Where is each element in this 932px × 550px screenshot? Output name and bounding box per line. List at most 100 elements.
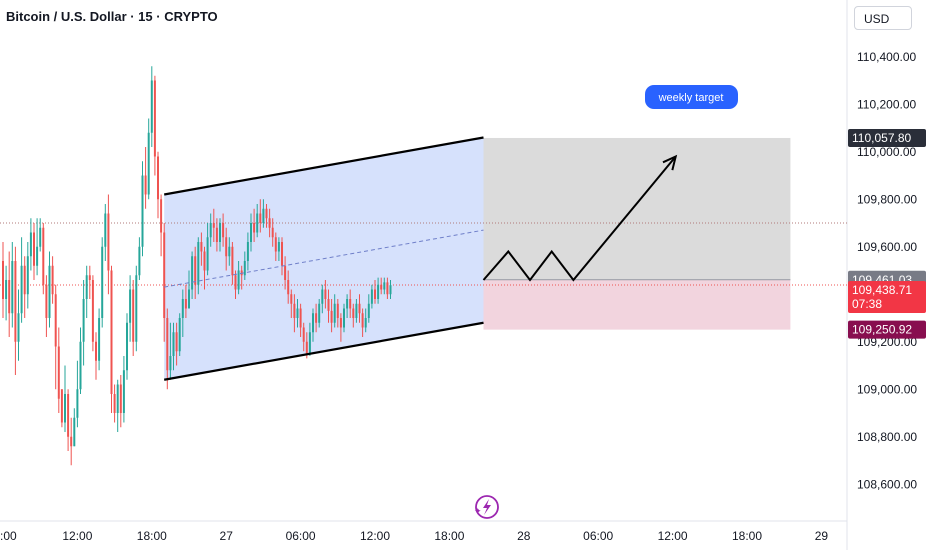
candle-body (299, 308, 302, 328)
stop-price-label-text: 109,250.92 (852, 323, 912, 337)
candle-body (95, 341, 97, 361)
candle-body (246, 242, 249, 261)
candle-body (85, 275, 88, 299)
price-tick-label: 110,000.00 (857, 145, 916, 159)
candle-body (203, 251, 206, 271)
candle-body (42, 227, 45, 285)
candle-body (101, 246, 104, 318)
candle-body (324, 289, 327, 299)
candle-body (277, 242, 280, 252)
candle-body (237, 270, 240, 290)
candle-body (135, 275, 138, 342)
candle-body (343, 308, 345, 328)
time-tick-label: 28 (517, 529, 531, 543)
weekly-target-badge[interactable]: weekly target (645, 85, 738, 109)
candle-body (191, 256, 194, 290)
candle-body (271, 227, 274, 238)
candle-body (126, 322, 128, 371)
candle-body (33, 232, 35, 266)
channel-mid-line (164, 229, 484, 288)
candle-body (380, 284, 383, 290)
candle-body (287, 280, 290, 295)
candle-body (293, 303, 296, 318)
candle-body (349, 299, 352, 309)
tradingview-logo[interactable]: ✦ (474, 495, 499, 519)
time-tick-label: 06:00 (286, 529, 316, 543)
candle-body (132, 289, 135, 342)
candle-body (315, 313, 318, 323)
candle-body (67, 394, 70, 437)
candle-body (206, 237, 209, 271)
target-price-label-text: 110,057.80 (852, 131, 911, 145)
price-labels: 110,057.80109,461.03109,438.7107:38109,2… (848, 129, 926, 339)
price-tick-label: 109,000.00 (857, 382, 917, 396)
guides-layer (0, 222, 847, 286)
currency-selector[interactable]: USD (854, 6, 912, 30)
candle-body (119, 384, 122, 413)
candle-body (160, 199, 163, 233)
candle-body (209, 223, 212, 238)
time-tick-label: 12:00 (62, 529, 92, 543)
chart-background-layer (0, 0, 848, 550)
candle-body (200, 242, 203, 252)
candle-body (364, 318, 367, 328)
candle-body (113, 394, 116, 413)
candle-body (138, 246, 141, 276)
time-tick-label: 12:00 (360, 529, 390, 543)
candle-body (333, 303, 336, 323)
candle-body (262, 208, 265, 223)
candle-body (250, 223, 252, 242)
candle-body (222, 223, 225, 238)
candle-body (281, 242, 283, 266)
lightning-icon (483, 499, 491, 515)
candle-body (290, 294, 293, 304)
price-axis[interactable]: 110,400.00 110,200.00 110,000.00 109,800.00… (857, 50, 917, 492)
candle-body (60, 389, 63, 423)
candle-body (98, 318, 101, 361)
candle-body (150, 80, 153, 133)
candle-body (374, 289, 376, 299)
arrowhead-icon (662, 154, 678, 171)
time-axis[interactable]: :00 12:00 18:00 27 06:00 12:00 18:00 28 06:00 12:… (0, 529, 828, 543)
candle-body (157, 156, 159, 200)
candle-body (144, 175, 147, 195)
candle-body (336, 303, 339, 318)
candle-body (36, 246, 39, 266)
time-tick-label: 12:00 (658, 529, 688, 543)
candle-body (256, 213, 259, 233)
candle-body (361, 313, 364, 328)
candle-body (54, 294, 57, 347)
candle-body (82, 299, 85, 342)
candle-body (26, 256, 29, 295)
candle-body (11, 261, 14, 314)
time-tick-label: 18:00 (434, 529, 464, 543)
badge-text: weekly target (658, 92, 724, 104)
candles-layer (2, 66, 392, 466)
candle-body (14, 261, 17, 342)
candle-body (172, 332, 175, 356)
candle-body (48, 265, 51, 318)
candle-body (215, 227, 218, 242)
candle-body (51, 265, 54, 295)
candle-body (147, 132, 150, 195)
candle-body (184, 299, 187, 309)
candle-body (194, 256, 197, 285)
candle-body (259, 213, 262, 223)
candle-body (302, 327, 305, 342)
candle-body (268, 218, 271, 228)
projection-path (482, 155, 677, 282)
candle-body (163, 232, 166, 318)
stop-zone (483, 279, 791, 330)
candle-body (383, 282, 386, 290)
candle-body (70, 436, 73, 447)
badge-background (645, 85, 738, 109)
candle-body (243, 261, 246, 276)
candle-body (305, 341, 308, 354)
zones-layer (164, 137, 791, 380)
candle-body (188, 289, 190, 309)
candle-body (389, 285, 392, 295)
candle-body (318, 303, 321, 323)
candle-body (23, 265, 26, 295)
